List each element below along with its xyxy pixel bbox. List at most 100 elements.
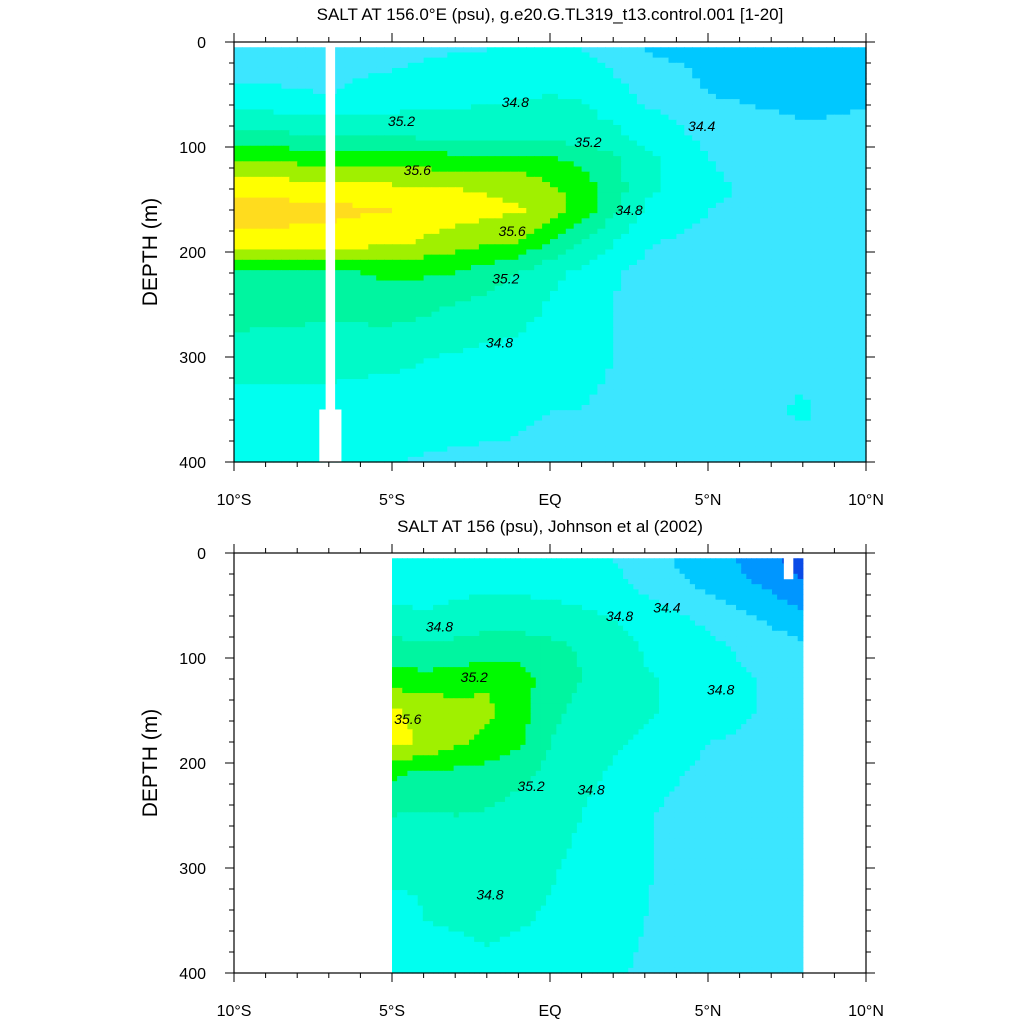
salinity-cell [557, 104, 567, 111]
salinity-cell [676, 270, 685, 276]
salinity-cell [502, 249, 512, 256]
salinity-cell [565, 353, 575, 359]
salinity-cell [431, 57, 440, 64]
salinity-cell [241, 78, 251, 85]
salinity-cell [360, 264, 369, 271]
salinity-cell [471, 249, 480, 256]
salinity-cell [407, 73, 417, 79]
salinity-cell [644, 233, 654, 240]
salinity-cell [439, 171, 448, 178]
salinity-cell [763, 140, 772, 147]
salinity-cell [360, 285, 369, 292]
salinity-cell [320, 78, 330, 85]
salinity-cell [407, 145, 417, 152]
salinity-cell [249, 239, 259, 245]
salinity-cell [834, 130, 843, 136]
salinity-cell [368, 213, 377, 219]
salinity-cell [273, 332, 282, 339]
salinity-cell [273, 125, 282, 131]
salinity-cell [739, 88, 749, 95]
salinity-cell [297, 192, 306, 199]
salinity-cell [684, 47, 693, 54]
salinity-cell [478, 228, 488, 235]
salinity-cell [684, 88, 693, 95]
salinity-cell [818, 93, 828, 100]
salinity-cell [850, 135, 859, 142]
salinity-cell [320, 192, 330, 199]
salinity-cell [684, 156, 693, 162]
salinity-cell [668, 93, 677, 100]
salinity-cell [344, 368, 354, 375]
salinity-cell [352, 368, 361, 375]
salinity-cell [407, 88, 417, 95]
salinity-cell [613, 150, 622, 157]
salinity-cell [629, 337, 638, 344]
salinity-cell [384, 254, 393, 261]
salinity-cell [565, 176, 575, 183]
salinity-cell [447, 264, 456, 271]
salinity-cell [644, 47, 654, 54]
salinity-cell [629, 130, 638, 136]
salinity-cell [415, 161, 425, 168]
salinity-cell [486, 125, 496, 131]
salinity-cell [636, 275, 646, 282]
salinity-cell [731, 296, 741, 302]
salinity-cell [526, 332, 535, 339]
salinity-cell [478, 353, 488, 359]
salinity-cell [423, 311, 433, 318]
salinity-cell [755, 311, 764, 318]
salinity-cell [447, 327, 456, 333]
salinity-cell [368, 228, 377, 235]
salinity-cell [621, 145, 630, 152]
salinity-cell [700, 332, 709, 339]
salinity-cell [557, 264, 567, 271]
salinity-cell [502, 176, 512, 183]
salinity-cell [613, 78, 622, 85]
salinity-cell [455, 244, 464, 251]
salinity-cell [834, 93, 843, 100]
salinity-cell [692, 259, 701, 266]
salinity-cell [344, 259, 354, 266]
salinity-cell [281, 73, 290, 79]
salinity-cell [794, 280, 804, 287]
salinity-cell [644, 52, 654, 59]
salinity-cell [249, 125, 259, 131]
salinity-cell [723, 197, 733, 204]
salinity-cell [636, 296, 646, 302]
salinity-cell [234, 150, 243, 157]
salinity-cell [518, 270, 527, 276]
salinity-cell [234, 358, 243, 365]
salinity-cell [842, 187, 851, 194]
salinity-cell [652, 171, 662, 178]
salinity-cell [415, 83, 425, 90]
salinity-cell [455, 47, 464, 54]
salinity-cell [826, 301, 835, 308]
salinity-cell [526, 337, 535, 344]
salinity-cell [771, 213, 780, 219]
salinity-cell [573, 88, 583, 95]
salinity-cell [439, 342, 448, 349]
salinity-cell [336, 187, 346, 194]
salinity-cell [478, 176, 488, 183]
salinity-cell [265, 218, 275, 225]
salinity-cell [407, 130, 417, 136]
salinity-cell [779, 316, 788, 323]
salinity-cell [794, 119, 804, 126]
salinity-cell [755, 182, 764, 188]
salinity-cell [534, 290, 543, 297]
salinity-cell [471, 93, 480, 100]
salinity-cell [471, 182, 480, 188]
salinity-cell [510, 270, 519, 276]
salinity-cell [644, 192, 654, 199]
salinity-cell [518, 280, 527, 287]
salinity-cell [510, 73, 519, 79]
salinity-cell [676, 182, 685, 188]
salinity-cell [431, 254, 440, 261]
salinity-cell [557, 254, 567, 261]
salinity-cell [636, 353, 646, 359]
salinity-cell [636, 47, 646, 54]
salinity-cell [573, 67, 583, 74]
salinity-cell [794, 213, 804, 219]
salinity-cell [352, 62, 361, 69]
salinity-cell [455, 285, 464, 292]
